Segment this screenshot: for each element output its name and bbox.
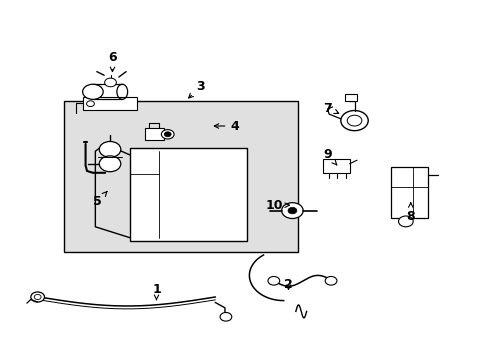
Text: 6: 6 [108,51,117,72]
Circle shape [220,312,231,321]
Text: 7: 7 [323,102,338,114]
Circle shape [346,115,361,126]
Text: 2: 2 [284,278,292,291]
Circle shape [99,141,121,157]
Circle shape [104,78,116,87]
Text: 9: 9 [323,148,336,165]
Circle shape [82,84,103,99]
Bar [344,94,356,101]
Circle shape [99,156,121,172]
Text: 4: 4 [214,120,239,132]
Circle shape [287,207,296,214]
Text: 5: 5 [93,192,107,208]
Bar [129,148,246,241]
Circle shape [325,276,336,285]
Bar [63,101,298,252]
Bar [83,97,137,110]
Circle shape [267,276,279,285]
Circle shape [164,132,171,137]
Circle shape [340,111,367,131]
Bar [145,128,163,140]
Text: 10: 10 [264,199,289,212]
Circle shape [398,216,412,227]
Text: 8: 8 [406,203,414,222]
Bar [390,167,427,218]
Text: 3: 3 [188,80,204,98]
Circle shape [281,203,303,219]
Text: 1: 1 [152,283,161,300]
Circle shape [31,292,44,302]
Circle shape [34,294,41,300]
Bar [322,159,349,173]
Circle shape [161,130,174,139]
